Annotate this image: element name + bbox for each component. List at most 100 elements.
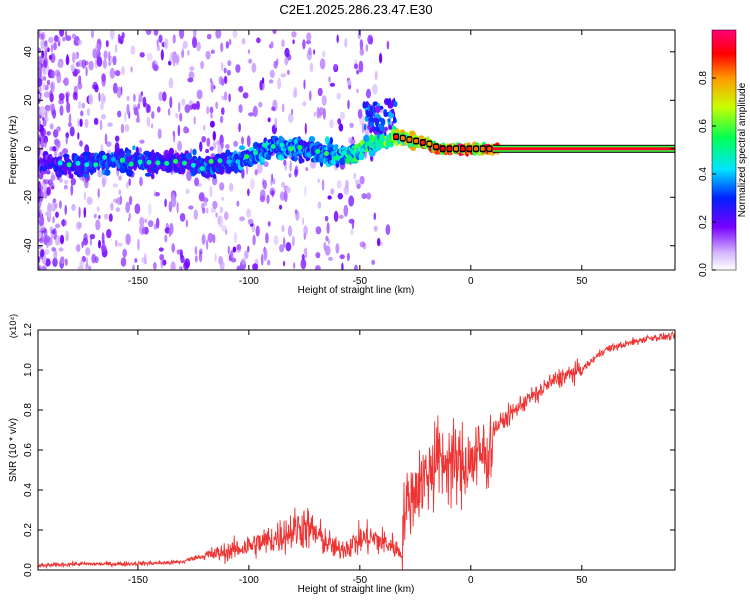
spectrogram-noise-cell [49, 146, 54, 152]
spectrogram-noise-cell [133, 106, 139, 116]
spectrogram-noise-cell [193, 30, 197, 38]
spectrogram-noise-cell [339, 254, 345, 260]
spectrogram-noise-cell [178, 265, 182, 270]
spectrogram-noise-cell [38, 250, 41, 255]
spectrogram-noise-cell [349, 139, 356, 144]
spectrogram-noise-cell [122, 248, 127, 258]
spectrogram-noise-cell [159, 254, 165, 261]
spectrogram-noise-cell [209, 120, 215, 128]
spectrogram-noise-cell [150, 172, 155, 180]
spectrogram-noise-cell [289, 160, 293, 172]
spectrogram-noise-cell [79, 118, 83, 128]
spectrogram-noise-cell [241, 38, 246, 45]
spectrogram-trace-cell [391, 108, 395, 114]
spectrogram-noise-cell [366, 192, 372, 200]
spectrogram-peak-cell [350, 149, 356, 155]
spectrogram-noise-cell [258, 101, 263, 108]
spectrogram-noise-cell [346, 252, 350, 262]
spectrogram-noise-cell [365, 44, 369, 52]
spectrogram-noise-cell [287, 113, 294, 123]
spectrogram-noise-cell [77, 118, 80, 128]
spectrogram-noise-cell [279, 204, 283, 210]
spectrogram-noise-cell [328, 76, 331, 83]
spectrogram-noise-cell [328, 256, 333, 261]
spectrogram-peak-cell [84, 162, 90, 168]
spectrogram-noise-cell [126, 181, 129, 189]
spectrogram-noise-cell [76, 221, 81, 231]
spectrogram-noise-cell [217, 215, 221, 225]
spectrogram-noise-cell [89, 237, 93, 247]
spectrogram-noise-cell [212, 130, 216, 141]
spectrogram-noise-cell [306, 32, 312, 41]
spectrogram-noise-cell [146, 52, 153, 61]
spectrogram-noise-cell [172, 131, 176, 143]
spectrogram-xtick-label: -150 [128, 276, 148, 287]
spectrogram-noise-cell [193, 209, 198, 221]
spectrogram-noise-cell [177, 140, 183, 152]
spectrogram-noise-cell [51, 229, 56, 235]
spectrogram-noise-cell [255, 225, 260, 237]
spectrogram-noise-cell [59, 151, 64, 156]
spectrogram-noise-cell [153, 262, 157, 270]
colorbar-tick-label: 0.8 [698, 71, 709, 85]
spectrogram-noise-cell [209, 106, 214, 114]
spectrogram-peak-cell [279, 142, 285, 148]
spectrogram-noise-cell [327, 195, 332, 200]
spectrogram-noise-cell [220, 62, 224, 71]
spectrogram-noise-cell [45, 105, 51, 113]
spectrogram-noise-cell [370, 156, 374, 162]
spectrogram-noise-cell [137, 238, 140, 251]
spectrogram-noise-cell [358, 60, 364, 73]
spectrogram-peak-cell [57, 160, 63, 166]
spectrogram-noise-cell [176, 249, 182, 255]
spectrogram-noise-cell [133, 93, 136, 102]
spectrogram-noise-cell [47, 210, 52, 218]
spectrogram-trace-cell [382, 124, 385, 133]
spectrogram-noise-cell [38, 181, 42, 193]
spectrogram-noise-cell [239, 216, 245, 222]
spectrogram-noise-cell [59, 105, 64, 116]
spectrogram-noise-cell [112, 55, 117, 66]
spectrogram-peak-cell [208, 158, 214, 164]
spectrogram-noise-cell [246, 208, 252, 218]
spectrogram-noise-cell [252, 234, 256, 246]
spectrogram-trace-cell [374, 105, 381, 113]
spectrogram-noise-cell [304, 186, 307, 197]
spectrogram-noise-cell [213, 85, 216, 90]
spectrogram-noise-cell [168, 228, 172, 237]
spectrogram-noise-cell [79, 259, 85, 268]
spectrogram-peak-cell [190, 162, 196, 168]
spectrogram-noise-cell [162, 91, 167, 102]
spectrogram-noise-cell [300, 258, 307, 270]
spectrogram-noise-cell [194, 177, 200, 187]
spectrogram-noise-cell [337, 118, 342, 125]
spectrogram-noise-cell [175, 55, 180, 63]
spectrogram-band-segment-core [434, 144, 439, 149]
spectrogram-peak-cell [164, 160, 170, 166]
spectrogram-noise-cell [206, 137, 211, 147]
spectrogram-noise-cell [354, 63, 358, 70]
spectrogram-noise-cell [38, 140, 41, 151]
spectrogram-noise-cell [260, 189, 266, 201]
spectrogram-noise-cell [330, 188, 335, 195]
spectrogram-noise-cell [184, 258, 191, 269]
spectrogram-band-segment-core [394, 134, 399, 139]
spectrogram-noise-cell [147, 104, 151, 113]
spectrogram-noise-cell [321, 179, 325, 191]
spectrogram-noise-cell [71, 33, 77, 39]
spectrogram-noise-cell [305, 167, 309, 172]
spectrogram-noise-cell [139, 176, 143, 187]
spectrogram-noise-cell [43, 43, 49, 52]
spectrogram-noise-cell [175, 112, 179, 119]
spectrogram-noise-cell [193, 116, 196, 125]
snr-xtick-label: 0 [468, 575, 474, 586]
spectrogram-noise-cell [86, 196, 93, 205]
spectrogram-noise-cell [62, 148, 68, 155]
spectrogram-noise-cell [309, 90, 312, 101]
spectrogram-trace-cell [145, 172, 152, 177]
spectrogram-band-core [493, 147, 675, 151]
spectrogram-peak-cell [217, 158, 223, 164]
spectrogram-noise-cell [344, 37, 348, 48]
spectrogram-noise-cell [269, 69, 275, 79]
spectrogram-noise-cell [59, 234, 65, 245]
